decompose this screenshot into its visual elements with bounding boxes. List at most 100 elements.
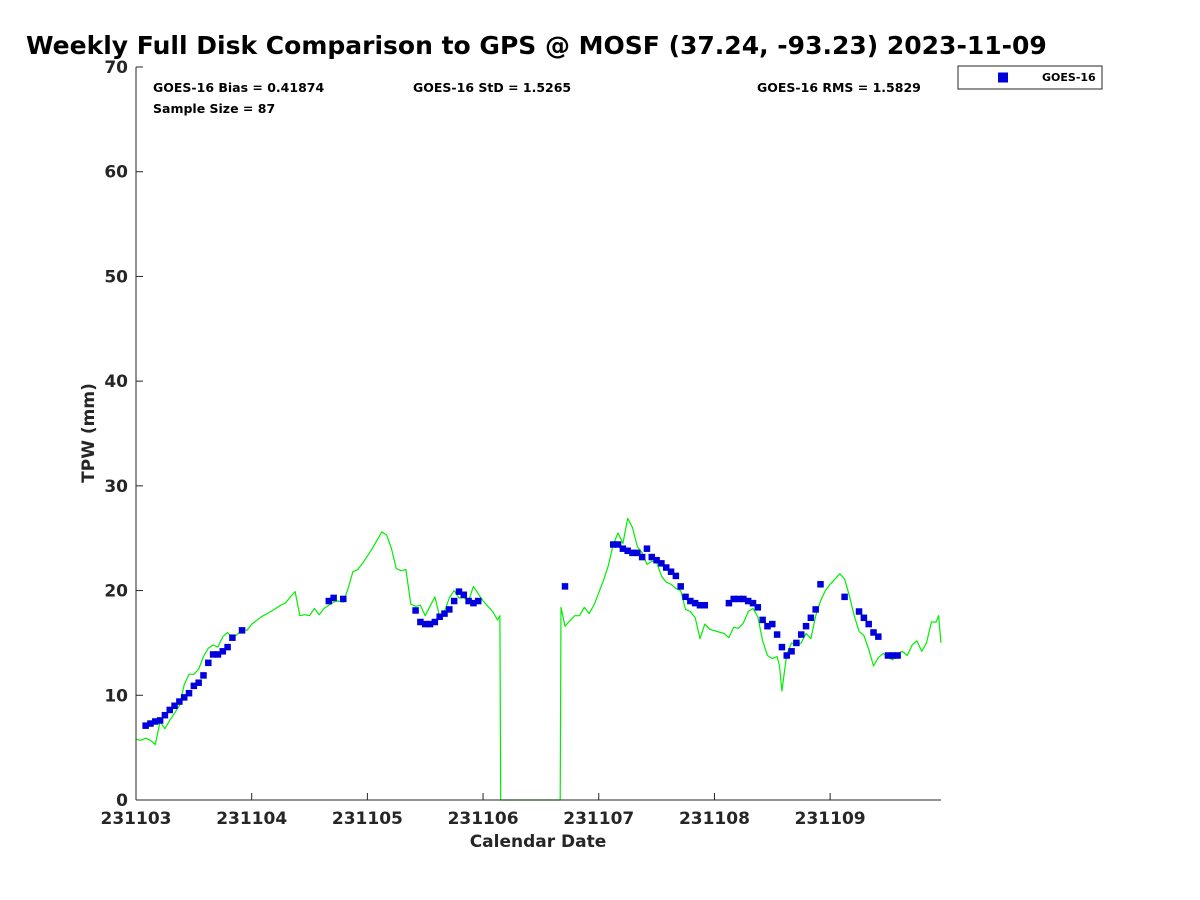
goes16-point <box>682 593 689 601</box>
goes16-point <box>793 639 800 647</box>
goes16-point <box>783 652 790 659</box>
goes16-point <box>691 599 699 607</box>
goes16-point <box>725 599 733 607</box>
goes16-point <box>687 597 694 605</box>
goes16-point <box>330 594 337 602</box>
goes16-point <box>474 597 482 605</box>
legend: GOES-16 <box>957 65 1103 90</box>
chart-title: Weekly Full Disk Comparison to GPS @ MOS… <box>26 31 1047 60</box>
goes16-point <box>412 607 419 614</box>
x-tick-label: 231106 <box>448 809 519 829</box>
goes16-point <box>180 694 188 701</box>
goes16-point <box>764 622 771 630</box>
goes16-point <box>778 643 786 651</box>
goes16-point <box>609 541 617 548</box>
std-stat: GOES-16 StD = 1.5265 <box>413 80 571 95</box>
goes16-point <box>166 706 173 714</box>
goes16-point <box>701 601 709 609</box>
goes16-point <box>421 620 429 628</box>
goes16-point <box>696 601 704 609</box>
goes16-point <box>769 620 776 628</box>
goes16-point <box>797 631 805 638</box>
x-tick-label: 231108 <box>679 809 750 829</box>
goes16-point <box>431 618 439 626</box>
goes16-point <box>614 541 622 548</box>
goes16-point <box>161 711 169 719</box>
y-tick-label: 70 <box>104 58 128 78</box>
goes16-point <box>638 553 646 561</box>
goes16-point <box>229 634 236 641</box>
goes16-point <box>209 651 217 658</box>
goes16-point <box>619 545 627 552</box>
goes16-point <box>561 583 569 590</box>
goes16-point <box>860 614 868 622</box>
goes16-point <box>634 549 641 557</box>
goes16-point <box>629 549 636 557</box>
x-axis-label: Calendar Date <box>470 832 607 852</box>
goes16-point <box>875 633 882 640</box>
goes16-point <box>460 591 468 599</box>
x-tick-label: 231107 <box>563 809 634 829</box>
goes16-point <box>653 556 660 564</box>
goes16-point <box>884 652 892 659</box>
y-tick-label: 60 <box>104 163 128 183</box>
goes16-point <box>195 679 202 686</box>
y-tick-label: 20 <box>104 582 128 602</box>
goes16-point <box>658 560 665 567</box>
goes16-point <box>730 595 737 603</box>
goes16-point <box>855 608 863 615</box>
x-axis-ticks: 231103 231104 231105 231106 231107 231108 2311… <box>101 793 866 829</box>
y-axis-ticks: 0 10 20 30 40 50 60 70 <box>104 58 143 811</box>
goes16-point <box>176 698 183 705</box>
goes16-point <box>667 568 675 575</box>
goes16-point <box>754 604 762 611</box>
goes16-point <box>190 682 198 690</box>
rms-stat: GOES-16 RMS = 1.5829 <box>757 80 921 95</box>
goes16-point <box>450 597 458 605</box>
goes16-point <box>807 614 815 622</box>
goes16-point <box>812 606 819 613</box>
goes16-point <box>436 613 443 620</box>
goes16-point <box>156 717 164 724</box>
goes16-marker-layer <box>142 541 901 729</box>
y-tick-label: 0 <box>116 791 128 811</box>
goes16-point <box>624 547 631 555</box>
goes16-point <box>426 620 434 628</box>
goes16-point <box>441 610 448 617</box>
goes16-point <box>672 572 680 580</box>
goes16-point <box>152 718 159 725</box>
goes16-point <box>224 643 231 651</box>
legend-marker-goes16 <box>998 72 1008 83</box>
goes16-point <box>648 553 656 561</box>
goes16-point <box>889 652 897 659</box>
goes16-point <box>417 618 424 626</box>
goes16-point <box>214 651 222 658</box>
sample-size-stat: Sample Size = 87 <box>153 101 275 116</box>
goes16-point <box>744 597 752 605</box>
goes16-point <box>171 702 178 710</box>
goes16-point <box>325 597 333 605</box>
goes16-point <box>643 545 651 552</box>
legend-label-goes16: GOES-16 <box>1042 71 1096 84</box>
goes16-point <box>841 593 848 601</box>
goes16-point <box>142 722 149 729</box>
goes16-point <box>802 622 810 630</box>
goes16-point <box>735 595 742 603</box>
goes16-point <box>894 652 901 659</box>
goes16-point <box>740 595 747 603</box>
goes16-point <box>200 672 207 679</box>
goes16-point <box>147 720 154 727</box>
goes16-point <box>865 620 872 628</box>
y-tick-label: 50 <box>104 267 128 287</box>
x-tick-label: 231105 <box>332 809 403 829</box>
goes16-point <box>455 588 463 595</box>
y-tick-label: 10 <box>104 686 128 706</box>
x-tick-label: 231103 <box>101 809 172 829</box>
x-tick-label: 231104 <box>216 809 287 829</box>
goes16-point <box>219 648 227 655</box>
plot-area <box>135 67 942 801</box>
goes16-point <box>185 689 193 697</box>
goes16-point <box>677 583 684 590</box>
y-axis-label: TPW (mm) <box>79 383 99 483</box>
